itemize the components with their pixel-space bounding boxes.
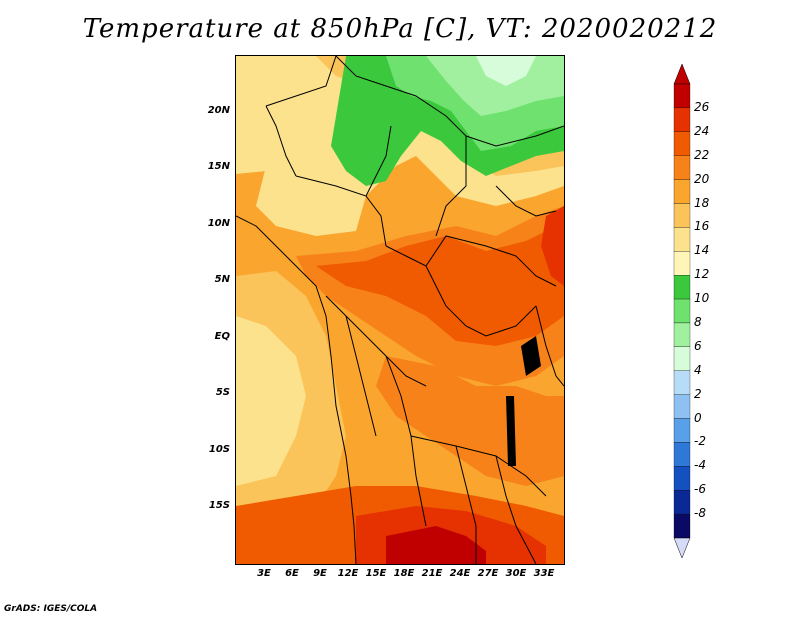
lat-label-15s: 15S <box>208 500 230 511</box>
lat-label-5n: 5N <box>214 274 230 285</box>
colorbar-segment <box>673 298 691 324</box>
colorbar-label: 10 <box>694 291 710 306</box>
lon-label-9e: 9E <box>313 568 327 579</box>
lon-label-33e: 33E <box>533 568 555 579</box>
colorbar-segment <box>673 394 691 419</box>
region-hot-east <box>541 206 564 286</box>
country-borders <box>236 56 564 564</box>
colorbar-label: 22 <box>694 147 710 162</box>
colorbar-segment <box>673 322 691 347</box>
colorbar-label: 18 <box>694 195 710 210</box>
lon-label-24e: 24E <box>449 568 471 579</box>
colorbar-label: 20 <box>694 171 710 186</box>
colorbar-bottom-arrow <box>673 537 691 559</box>
colorbar-label: 24 <box>694 123 710 138</box>
lon-label-3e: 3E <box>257 568 271 579</box>
colorbar-segment <box>673 466 691 491</box>
colorbar-label: 14 <box>694 243 710 258</box>
colorbar-segment <box>673 442 691 467</box>
colorbar-segment <box>673 203 691 228</box>
colorbar-segment <box>673 83 691 109</box>
lon-label-21e: 21E <box>421 568 443 579</box>
colorbar-segment <box>673 370 691 395</box>
region-pale-green <box>426 56 564 116</box>
colorbar-segment <box>673 107 691 132</box>
colorbar-label: 0 <box>694 410 702 425</box>
colorbar-label: 16 <box>694 219 710 234</box>
colorbar-label: 6 <box>694 338 702 353</box>
map-title: Temperature at 850hPa [C], VT: 202002021… <box>82 14 718 44</box>
colorbar-label: 4 <box>694 362 702 377</box>
colorbar-label: -2 <box>694 434 706 449</box>
colorbar-segment <box>673 513 691 539</box>
lat-label-5s: 5S <box>215 387 230 398</box>
region-very-pale <box>476 56 536 86</box>
map-svg <box>236 56 564 564</box>
colorbar-label: -4 <box>694 458 706 473</box>
colorbar-label: 2 <box>694 386 702 401</box>
region-hottest-south <box>386 526 486 564</box>
colorbar-label: -6 <box>694 482 706 497</box>
lon-label-27e: 27E <box>477 568 499 579</box>
colorbar-segment <box>673 131 691 156</box>
colorbar-segment <box>673 227 691 252</box>
lon-label-12e: 12E <box>337 568 359 579</box>
lake-victoria <box>521 336 541 376</box>
colorbar-segment <box>673 155 691 180</box>
lon-label-15e: 15E <box>365 568 387 579</box>
colorbar-segment <box>673 251 691 276</box>
colorbar-label: -8 <box>694 506 706 521</box>
region-pale-west-coast <box>236 316 306 486</box>
lat-label-20n: 20N <box>207 105 230 116</box>
lat-label-15n: 15N <box>207 161 230 172</box>
colorbar-segment <box>673 346 691 371</box>
lat-label-eq: EQ <box>214 331 230 342</box>
grads-credit: GrADS: IGES/COLA <box>4 604 98 614</box>
region-pale-west <box>256 166 366 236</box>
colorbar-label: 8 <box>694 314 702 329</box>
colorbar-label: 12 <box>694 267 710 282</box>
colorbar-segment <box>673 179 691 204</box>
colorbar-label: 26 <box>694 99 710 114</box>
lat-label-10n: 10N <box>207 218 230 229</box>
lat-label-10s: 10S <box>208 444 230 455</box>
colorbar-top-arrow <box>673 63 691 85</box>
lon-label-30e: 30E <box>505 568 527 579</box>
colorbar <box>673 63 691 559</box>
temperature-map <box>235 55 565 565</box>
lon-label-6e: 6E <box>285 568 299 579</box>
region-orange-south-central <box>376 356 564 486</box>
lon-label-18e: 18E <box>393 568 415 579</box>
colorbar-segment <box>673 490 691 515</box>
colorbar-segment <box>673 418 691 443</box>
region-warm-central <box>316 226 564 346</box>
lake-tanganyika <box>506 396 516 466</box>
colorbar-segment <box>673 275 691 300</box>
